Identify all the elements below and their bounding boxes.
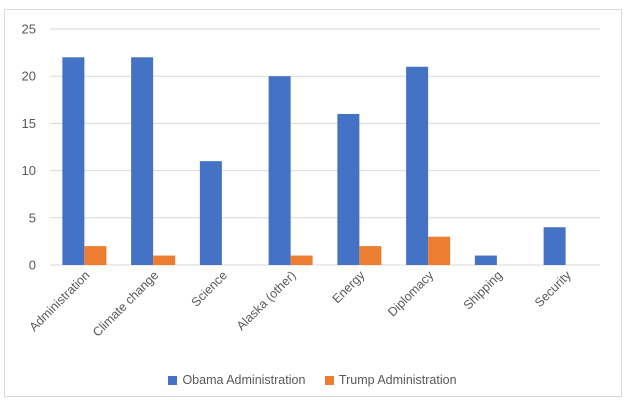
y-tick-label-2: 10 xyxy=(22,163,36,178)
x-category-label-5: Diplomacy xyxy=(385,268,437,320)
legend-swatch-obama xyxy=(168,375,178,385)
x-category-label-0: Administration xyxy=(27,268,93,334)
legend-label-obama: Obama Administration xyxy=(182,373,306,387)
x-category-label-3: Alaska (other) xyxy=(234,268,299,333)
legend-item-trump: Trump Administration xyxy=(324,373,457,387)
bar-obama-0 xyxy=(62,57,85,265)
x-category-label-4: Energy xyxy=(330,268,368,306)
bar-trump-4 xyxy=(359,246,382,265)
y-tick-label-0: 0 xyxy=(29,258,36,273)
x-category-label-7: Security xyxy=(532,268,574,310)
bar-obama-2 xyxy=(199,161,222,265)
y-axis-ticks: 0 5 10 15 20 25 xyxy=(22,22,36,273)
bar-obama-4 xyxy=(337,113,360,266)
y-tick-label-3: 15 xyxy=(22,116,36,131)
legend-item-obama: Obama Administration xyxy=(168,373,305,387)
x-category-label-6: Shipping xyxy=(461,268,505,312)
bar-obama-3 xyxy=(268,76,291,265)
y-tick-label-4: 20 xyxy=(22,69,36,84)
bar-trump-1 xyxy=(153,255,176,265)
y-tick-label-1: 5 xyxy=(29,210,36,225)
bar-trump-3 xyxy=(290,255,313,265)
bar-trump-0 xyxy=(84,246,107,265)
x-category-label-1: Climate change xyxy=(90,268,161,339)
legend-swatch-trump xyxy=(324,375,334,385)
bar-obama-1 xyxy=(131,57,154,265)
legend: Obama Administration Trump Administratio… xyxy=(0,373,625,388)
chart-frame xyxy=(4,9,622,397)
bars xyxy=(62,57,566,266)
bar-obama-6 xyxy=(474,255,497,265)
bar-obama-5 xyxy=(406,66,429,265)
bar-trump-5 xyxy=(428,236,451,265)
legend-label-trump: Trump Administration xyxy=(338,373,457,387)
bar-obama-7 xyxy=(543,227,566,265)
y-tick-label-5: 25 xyxy=(22,22,36,37)
x-category-label-2: Science xyxy=(189,268,230,309)
